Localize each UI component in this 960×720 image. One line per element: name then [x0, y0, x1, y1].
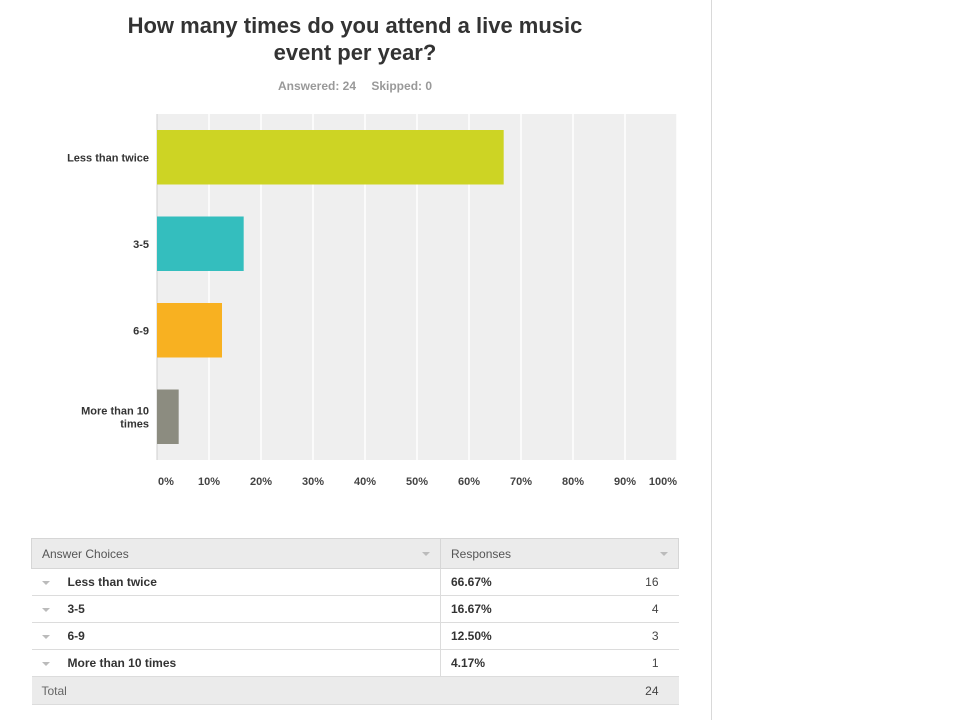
expand-caret-icon[interactable] — [41, 661, 50, 666]
response-count: 3 — [651, 629, 659, 643]
response-stats: Answered: 24 Skipped: 0 — [205, 79, 505, 93]
total-value: 24 — [645, 683, 659, 698]
bar — [157, 303, 222, 358]
response-percent: 4.17% — [451, 656, 486, 670]
bar — [157, 130, 504, 185]
bar — [157, 216, 244, 271]
bar — [157, 389, 179, 444]
table-row: More than 10 times 4.17% 1 — [31, 649, 679, 677]
answer-label: Less than twice — [67, 575, 157, 589]
answer-label: 6-9 — [67, 629, 85, 643]
answered-count: Answered: 24 — [277, 79, 356, 93]
bar-chart: 0% 10% 20% 30% 40% 50% 60% 70% 80% 90% 100% Less th… — [67, 114, 678, 488]
x-tick-label: 100% — [649, 476, 677, 488]
x-tick-label: 90% — [614, 476, 636, 488]
x-tick-label: 0% — [158, 476, 174, 488]
expand-caret-icon[interactable] — [41, 607, 50, 612]
col-header-answer-choices[interactable]: Answer Choices — [31, 538, 441, 569]
sort-caret-icon[interactable] — [660, 552, 668, 556]
response-count: 1 — [651, 656, 659, 670]
x-tick-label: 60% — [458, 476, 480, 488]
total-label: Total — [31, 676, 441, 705]
response-percent: 66.67% — [451, 575, 492, 589]
table-row: 3-5 16.67% 4 — [31, 595, 679, 623]
x-tick-label: 70% — [510, 476, 532, 488]
x-tick-label: 80% — [562, 476, 584, 488]
x-tick-label: 50% — [406, 476, 428, 488]
answer-label: More than 10 times — [67, 656, 177, 670]
sort-caret-icon[interactable] — [422, 552, 430, 556]
expand-caret-icon[interactable] — [41, 580, 50, 585]
category-label: More than 10 times — [81, 405, 149, 430]
x-tick-label: 10% — [198, 476, 220, 488]
skipped-count: Skipped: 0 — [371, 79, 433, 93]
response-percent: 16.67% — [451, 602, 492, 616]
x-tick-label: 40% — [354, 476, 376, 488]
table-row: 6-9 12.50% 3 — [31, 622, 679, 650]
chart-title: How many times do you attend a live musi… — [127, 13, 583, 65]
category-label: 3-5 — [133, 239, 149, 251]
answer-label: 3-5 — [67, 602, 85, 616]
page-divider — [711, 0, 712, 720]
response-count: 4 — [651, 602, 659, 616]
category-label: 6-9 — [133, 325, 149, 337]
x-tick-label: 20% — [250, 476, 272, 488]
category-label: Less than twice — [67, 152, 149, 164]
response-percent: 12.50% — [451, 629, 492, 643]
col-header-responses[interactable]: Responses — [440, 538, 679, 569]
total-row: Total 24 — [31, 676, 679, 705]
response-count: 16 — [645, 575, 659, 589]
responses-table: Answer Choices Responses Less than twice… — [31, 538, 679, 705]
table-row: Less than twice 66.67% 16 — [31, 568, 679, 596]
expand-caret-icon[interactable] — [41, 634, 50, 639]
x-tick-label: 30% — [302, 476, 324, 488]
